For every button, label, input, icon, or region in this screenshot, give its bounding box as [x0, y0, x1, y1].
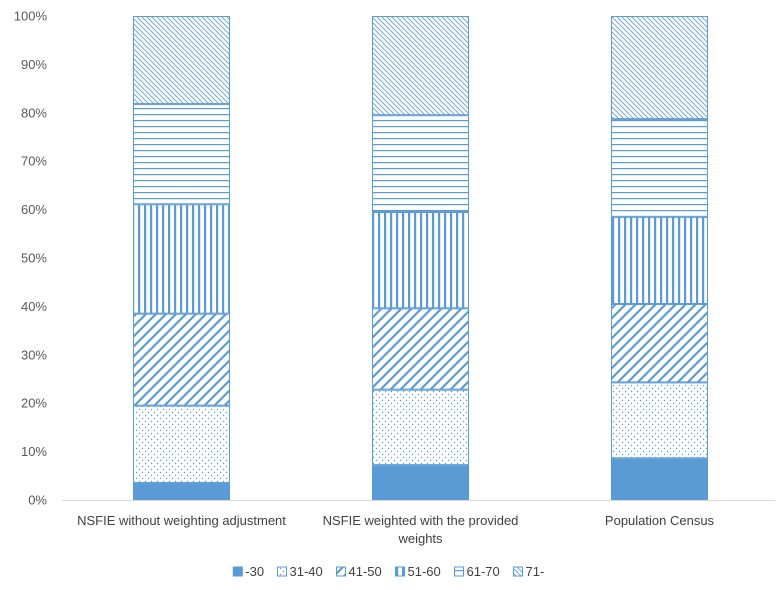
legend-label: 41-50: [349, 564, 382, 579]
bar-segment-71: [133, 16, 230, 105]
legend-swatch: [395, 566, 405, 577]
legend-swatch: [336, 566, 346, 577]
bar-segment-3140: [133, 405, 230, 484]
y-tick-label: 60%: [21, 202, 47, 217]
legend-item: 31-40: [277, 564, 323, 579]
x-category-label: weights: [397, 531, 443, 546]
bar-segment-3140: [611, 382, 708, 459]
legend-swatch: [454, 566, 464, 577]
y-tick-label: 100%: [14, 9, 48, 24]
y-tick-label: 70%: [21, 154, 47, 169]
bar-segment-30: [133, 483, 230, 500]
bar-segment-5160: [372, 212, 469, 309]
bar-segment-6170: [372, 115, 469, 213]
x-axis-labels: NSFIE without weighting adjustment NSFIE …: [77, 513, 714, 546]
bar-segment-5160: [611, 216, 708, 304]
legend: -30 31-40 41-50 51-60 61-70 71-: [232, 564, 545, 579]
y-axis: 0% 10% 20% 30% 40% 50% 60% 70% 80% 90% 100%: [14, 9, 48, 508]
bar-segment-30: [611, 458, 708, 501]
y-tick-label: 90%: [21, 57, 47, 72]
bar-segment-4150: [372, 308, 469, 390]
y-tick-label: 0%: [28, 493, 47, 508]
bars: [133, 16, 708, 501]
legend-item: 51-60: [395, 564, 441, 579]
y-tick-label: 20%: [21, 396, 47, 411]
bar-segment-4150: [133, 313, 230, 406]
bar-segment-4150: [611, 303, 708, 383]
bar-segment-3140: [372, 389, 469, 466]
bar-segment-71: [611, 16, 708, 120]
legend-swatch: [277, 566, 287, 577]
y-tick-label: 30%: [21, 347, 47, 362]
y-tick-label: 80%: [21, 105, 47, 120]
legend-item: 41-50: [336, 564, 382, 579]
legend-item: 61-70: [454, 564, 500, 579]
legend-item: -30: [232, 564, 264, 579]
y-tick-label: 40%: [21, 299, 47, 314]
legend-label: 71-: [526, 564, 545, 579]
x-category-label: NSFIE without weighting adjustment: [77, 513, 286, 528]
x-category-label: Population Census: [605, 513, 715, 528]
legend-label: 31-40: [290, 564, 323, 579]
bar-segment-30: [372, 465, 469, 501]
bar-segment-71: [372, 16, 469, 116]
legend-label: 61-70: [467, 564, 500, 579]
bar-segment-5160: [133, 204, 230, 314]
y-tick-label: 50%: [21, 251, 47, 266]
bar-stack: [133, 16, 230, 500]
legend-item: 71-: [513, 564, 545, 579]
x-category-label: NSFIE weighted with the provided: [323, 513, 519, 528]
bar-stack: [372, 16, 469, 501]
legend-label: 51-60: [408, 564, 441, 579]
bar-segment-6170: [133, 104, 230, 205]
legend-label: -30: [245, 564, 264, 579]
bar-stack: [611, 16, 708, 501]
legend-swatch: [232, 566, 243, 577]
legend-swatch: [513, 566, 523, 577]
y-tick-label: 10%: [21, 444, 47, 459]
bar-segment-6170: [611, 119, 708, 217]
